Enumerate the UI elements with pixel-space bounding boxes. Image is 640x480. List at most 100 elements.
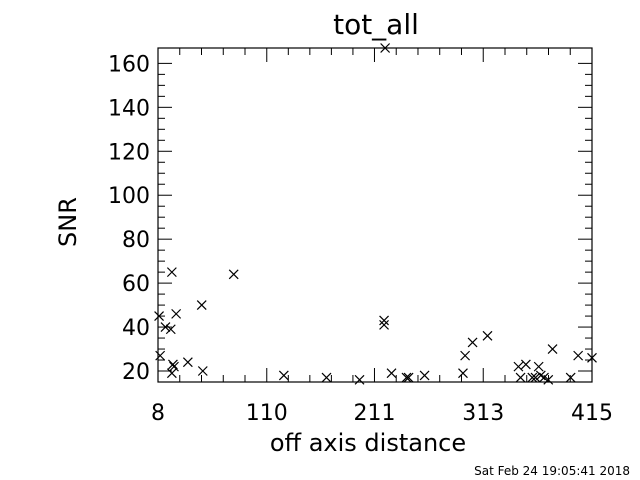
data-point — [197, 366, 208, 376]
tick-marks — [157, 48, 593, 382]
data-point — [460, 350, 471, 361]
data-point — [379, 319, 389, 330]
data-point-stroke-b — [166, 368, 177, 379]
footer-timestamp: Sat Feb 24 19:05:41 2018 — [474, 464, 630, 478]
data-point-stroke-b — [530, 372, 541, 383]
data-point — [513, 361, 524, 372]
data-point-stroke-b — [154, 311, 164, 322]
data-point — [169, 361, 179, 372]
data-point-stroke-b — [565, 372, 576, 383]
data-point-stroke-b — [171, 308, 182, 319]
data-point-stroke-b — [197, 366, 208, 376]
data-point — [168, 359, 178, 370]
y-tick-label: 160 — [108, 52, 150, 77]
x-tick-label: 211 — [353, 401, 395, 426]
data-point-stroke-b — [166, 267, 177, 278]
data-point — [547, 344, 558, 354]
data-point-stroke-b — [321, 372, 332, 383]
x-tick-label: 415 — [571, 401, 613, 426]
data-point-stroke-b — [278, 370, 289, 381]
data-point-stroke-b — [182, 357, 193, 368]
data-point-stroke-b — [458, 368, 468, 379]
data-point-stroke-b — [168, 359, 178, 370]
data-point-stroke-b — [228, 269, 239, 280]
data-point-stroke-b — [379, 319, 389, 330]
data-point — [530, 372, 541, 383]
data-point-stroke-b — [460, 350, 471, 361]
y-axis-label: SNR — [54, 197, 82, 247]
data-point-stroke-b — [386, 368, 397, 379]
data-point — [228, 269, 239, 280]
data-point — [482, 330, 493, 341]
data-point — [520, 359, 531, 370]
data-point-stroke-b — [354, 374, 365, 385]
data-point-stroke-b — [535, 370, 546, 381]
data-point — [380, 43, 391, 53]
data-point-stroke-b — [520, 359, 531, 370]
data-point — [386, 368, 397, 379]
x-tick-label: 313 — [462, 401, 504, 426]
data-point — [458, 368, 468, 379]
data-point-stroke-b — [155, 350, 166, 361]
data-point-stroke-b — [160, 322, 171, 332]
data-point-stroke-b — [539, 372, 549, 383]
data-point-stroke-b — [533, 361, 544, 372]
x-tick-label: 8 — [151, 401, 165, 426]
data-point-stroke-b — [547, 344, 558, 354]
data-point-stroke-b — [467, 337, 478, 348]
plot-border — [157, 47, 593, 383]
data-point-stroke-b — [515, 372, 526, 383]
data-point-stroke-b — [543, 374, 554, 385]
data-point — [419, 370, 430, 381]
data-point-stroke-b — [403, 372, 414, 383]
data-point — [182, 357, 193, 368]
data-point — [587, 352, 597, 363]
data-point — [154, 311, 164, 322]
data-point — [171, 308, 182, 319]
data-point-stroke-b — [401, 372, 412, 383]
plot-frame — [157, 47, 593, 383]
y-tick-label: 60 — [122, 272, 150, 297]
data-point-stroke-b — [419, 370, 430, 381]
y-tick-label: 120 — [108, 140, 150, 165]
y-tick-label: 100 — [108, 184, 150, 209]
y-tick-label: 140 — [108, 96, 150, 121]
data-point — [165, 324, 176, 335]
data-point — [379, 315, 389, 326]
data-point — [565, 372, 576, 383]
data-point-stroke-b — [169, 361, 179, 372]
data-point-stroke-b — [380, 43, 391, 53]
data-point — [321, 372, 332, 383]
data-point-stroke-b — [196, 300, 207, 311]
data-point — [515, 372, 526, 383]
x-axis-label: off axis distance — [270, 429, 466, 457]
data-point-stroke-b — [482, 330, 493, 341]
data-point — [160, 322, 171, 332]
data-point — [573, 350, 584, 361]
data-point-stroke-b — [527, 372, 538, 383]
data-point-stroke-b — [379, 315, 389, 326]
data-point — [278, 370, 289, 381]
y-tick-label: 20 — [122, 360, 150, 385]
tick-labels: 8 110 211 313 415 20 40 60 80 100 120 140 160 — [108, 52, 613, 426]
data-point — [354, 374, 365, 385]
data-point-stroke-b — [165, 324, 176, 335]
chart-title: tot_all — [333, 8, 419, 41]
data-point — [196, 300, 207, 311]
data-point-stroke-b — [587, 352, 597, 363]
data-point — [166, 368, 177, 379]
y-tick-label: 40 — [122, 316, 150, 341]
data-point — [401, 372, 412, 383]
data-point — [403, 372, 414, 383]
data-point — [527, 372, 538, 383]
data-point — [166, 267, 177, 278]
data-point — [155, 350, 166, 361]
data-point-stroke-b — [513, 361, 524, 372]
y-tick-label: 80 — [122, 228, 150, 253]
x-tick-label: 110 — [246, 401, 288, 426]
data-point-stroke-b — [573, 350, 584, 361]
data-points — [154, 43, 597, 385]
data-point — [467, 337, 478, 348]
data-point — [533, 361, 544, 372]
